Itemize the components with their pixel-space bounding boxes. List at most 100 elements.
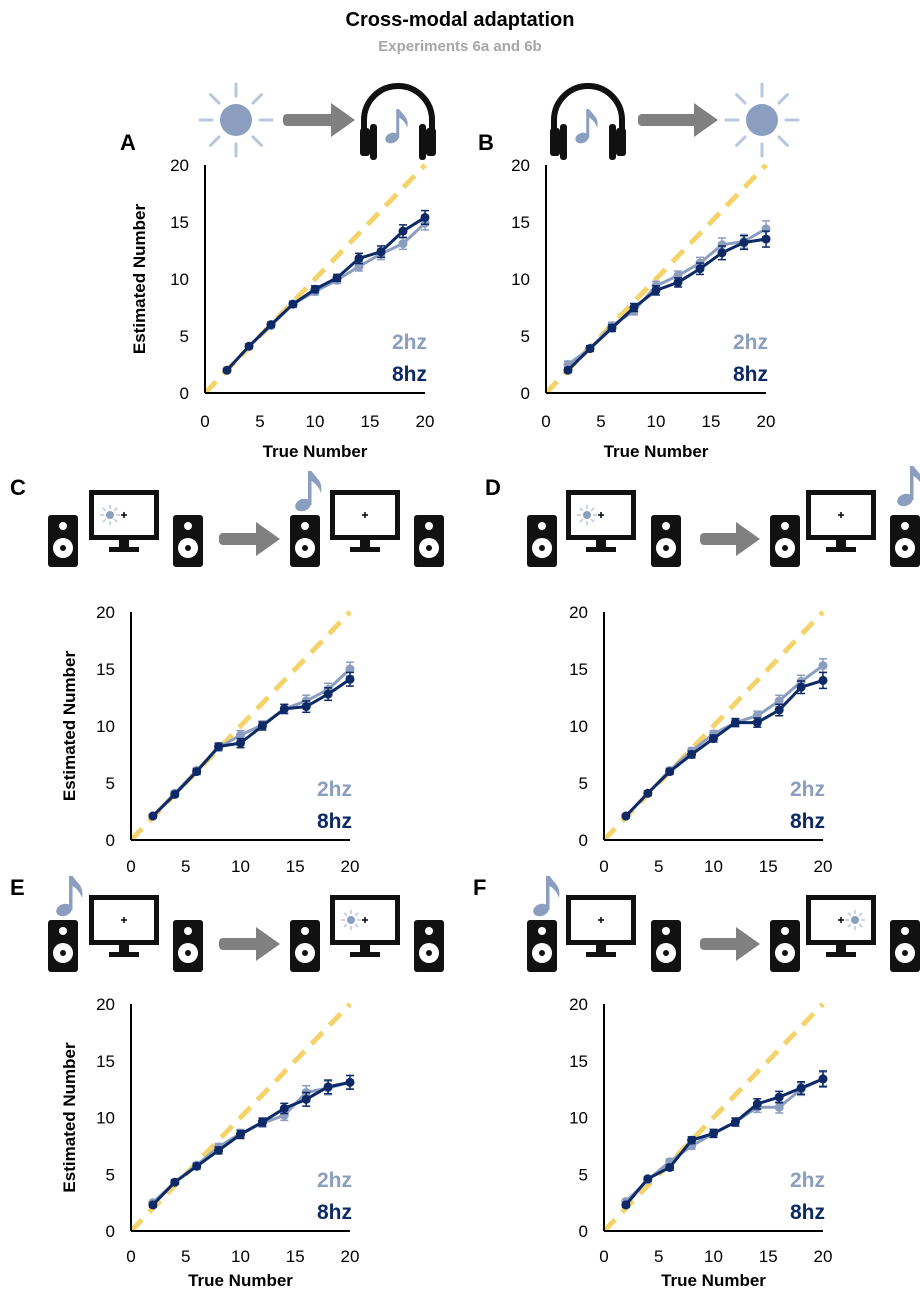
legend-2hz: 2hz: [790, 778, 825, 801]
data-point: [192, 1161, 202, 1171]
data-point: [752, 1099, 762, 1109]
charts-layer: A 0 5 10 15 20 0 5 10 15 20 Estimated Number True Nu…: [10, 130, 832, 1290]
series-line-8hz: [151, 678, 351, 818]
arrow-icon: [219, 522, 280, 556]
x-tick-label: 5: [181, 857, 190, 876]
music-note-icon: [295, 471, 322, 512]
data-point: [376, 247, 386, 257]
data-point: [345, 674, 355, 684]
y-tick-label: 5: [579, 1165, 588, 1184]
data-point: [244, 341, 254, 351]
data-point: [818, 1074, 828, 1084]
data-point: [279, 1103, 289, 1113]
data-point: [279, 704, 289, 714]
speaker-icon: [290, 515, 320, 567]
data-point: [332, 273, 342, 283]
x-tick-label: 15: [759, 857, 778, 876]
icons-layer: [48, 82, 920, 972]
monitor-icon: [806, 895, 876, 957]
y-tick-label: 0: [106, 1222, 115, 1241]
data-point: [266, 320, 276, 330]
y-tick-label: 0: [579, 831, 588, 850]
data-point: [739, 238, 749, 248]
x-tick-label: 20: [757, 412, 776, 431]
series-line-8hz: [151, 1080, 351, 1206]
speaker-icon: [651, 515, 681, 567]
y-tick-label: 20: [170, 156, 189, 175]
data-point: [818, 661, 828, 671]
music-note-icon: [897, 466, 920, 507]
small-sun-icon: [100, 505, 120, 525]
y-tick-label: 0: [521, 384, 530, 403]
x-tick-label: 15: [286, 1247, 305, 1266]
music-note-icon: [533, 876, 560, 917]
data-point: [643, 1174, 653, 1184]
data-point: [774, 1092, 784, 1102]
y-tick-label: 5: [106, 774, 115, 793]
y-tick-label: 15: [569, 660, 588, 679]
x-tick-label: 10: [704, 1247, 723, 1266]
data-point: [629, 303, 639, 312]
data-point: [222, 365, 232, 375]
figure-title: Cross-modal adaptation: [346, 9, 575, 31]
headphones-icon: [550, 83, 626, 160]
data-point: [148, 1200, 158, 1210]
x-tick-label: 10: [647, 412, 666, 431]
data-point: [354, 253, 364, 263]
x-axis-label: True Number: [188, 1271, 293, 1290]
chart-panel-b: B 0 5 10 15 20 0 5 10 15 20 True Number 2hz 8hz: [478, 130, 775, 461]
x-tick-label: 20: [341, 1247, 360, 1266]
music-note-icon: [56, 876, 83, 917]
headphones-icon: [360, 83, 436, 160]
data-point: [257, 721, 267, 731]
y-axis-label: Estimated Number: [60, 1042, 79, 1193]
chart-panel-e: E 0 5 10 15 20 0 5 10 15 20 Estimated Number True Nu…: [10, 875, 359, 1290]
data-point: [148, 811, 158, 821]
y-tick-label: 20: [96, 603, 115, 622]
arrow-icon: [219, 927, 280, 961]
series-8hz: [148, 1074, 355, 1210]
x-tick-label: 10: [231, 1247, 250, 1266]
speaker-icon: [414, 920, 444, 972]
legend-8hz: 8hz: [392, 363, 427, 386]
panel-letter: D: [485, 475, 501, 500]
y-tick-label: 0: [579, 1222, 588, 1241]
y-tick-label: 0: [180, 384, 189, 403]
x-axis-label: True Number: [661, 1271, 766, 1290]
identity-line: [129, 1002, 352, 1233]
monitor-icon: [806, 490, 876, 552]
x-axis-label: True Number: [263, 442, 368, 461]
music-note-icon: [575, 109, 598, 144]
speaker-icon: [527, 515, 557, 567]
legend-2hz: 2hz: [317, 778, 352, 801]
x-tick-label: 10: [306, 412, 325, 431]
speaker-icon: [48, 920, 78, 972]
x-tick-label: 5: [596, 412, 605, 431]
data-point: [665, 767, 675, 777]
data-point: [717, 248, 727, 258]
x-tick-label: 10: [704, 857, 723, 876]
speaker-icon: [290, 920, 320, 972]
identity-line: [602, 1002, 825, 1233]
y-tick-label: 10: [511, 270, 530, 289]
data-point: [214, 742, 224, 752]
x-tick-label: 5: [181, 1247, 190, 1266]
data-point: [687, 750, 697, 759]
data-point: [796, 682, 806, 692]
legend-2hz: 2hz: [392, 331, 427, 354]
data-point: [774, 705, 784, 715]
data-point: [257, 1117, 267, 1127]
panel-letter: C: [10, 475, 26, 500]
data-point: [310, 284, 320, 294]
data-point: [730, 1117, 740, 1127]
speaker-icon: [414, 515, 444, 567]
data-point: [236, 738, 245, 748]
small-sun-icon: [577, 505, 597, 525]
x-tick-label: 15: [759, 1247, 778, 1266]
data-point: [563, 365, 573, 375]
monitor-icon: [566, 490, 636, 552]
data-point: [323, 689, 333, 699]
arrow-icon: [638, 103, 718, 137]
y-tick-label: 15: [96, 1052, 115, 1071]
